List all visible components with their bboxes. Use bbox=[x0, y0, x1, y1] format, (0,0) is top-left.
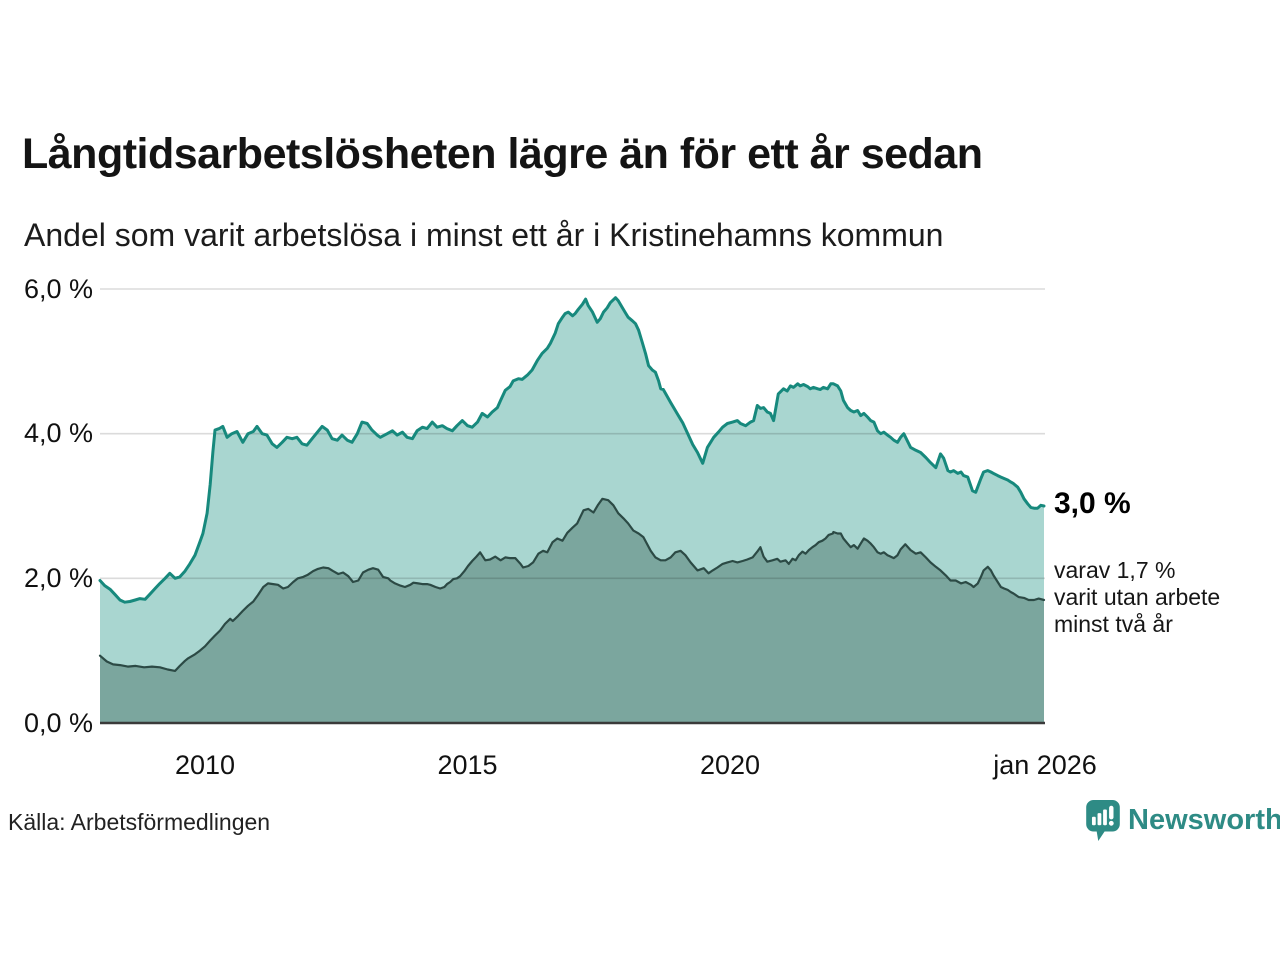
line-series-1 bbox=[98, 296, 1046, 604]
note-line: minst två år bbox=[1054, 611, 1173, 637]
y-axis-label-20: 2,0 % bbox=[23, 562, 93, 593]
y-axis-label-00: 0,0 % bbox=[23, 707, 93, 738]
y-axis-label-60: 6,0 % bbox=[23, 273, 93, 304]
x-axis-label-2015: 2015 bbox=[437, 750, 498, 780]
note-line: varav 1,7 % bbox=[1054, 557, 1176, 583]
newsworthy-logo-icon bbox=[1086, 800, 1120, 841]
x-axis-label-2026: jan 2026 bbox=[993, 750, 1097, 780]
page-title: Långtidsarbetslösheten lägre än för ett … bbox=[22, 130, 983, 178]
latest-value-label: 3,0 % bbox=[1054, 487, 1131, 520]
x-axis-label-2010: 2010 bbox=[174, 750, 236, 780]
brand-name: Newsworthy bbox=[1128, 804, 1280, 836]
secondary-value-note: varav 1,7 % varit utan arbete minst två år bbox=[1054, 557, 1220, 638]
x-axis-label-2020: 2020 bbox=[699, 750, 761, 780]
chart-subtitle: Andel som varit arbetslösa i minst ett å… bbox=[24, 217, 944, 253]
note-line: varit utan arbete bbox=[1054, 584, 1221, 610]
source-credit: Källa: Arbetsförmedlingen bbox=[8, 809, 271, 835]
y-axis-label-40: 4,0 % bbox=[23, 418, 93, 449]
area-fill-series-2 bbox=[100, 498, 1044, 723]
line-series-2 bbox=[98, 497, 1046, 672]
